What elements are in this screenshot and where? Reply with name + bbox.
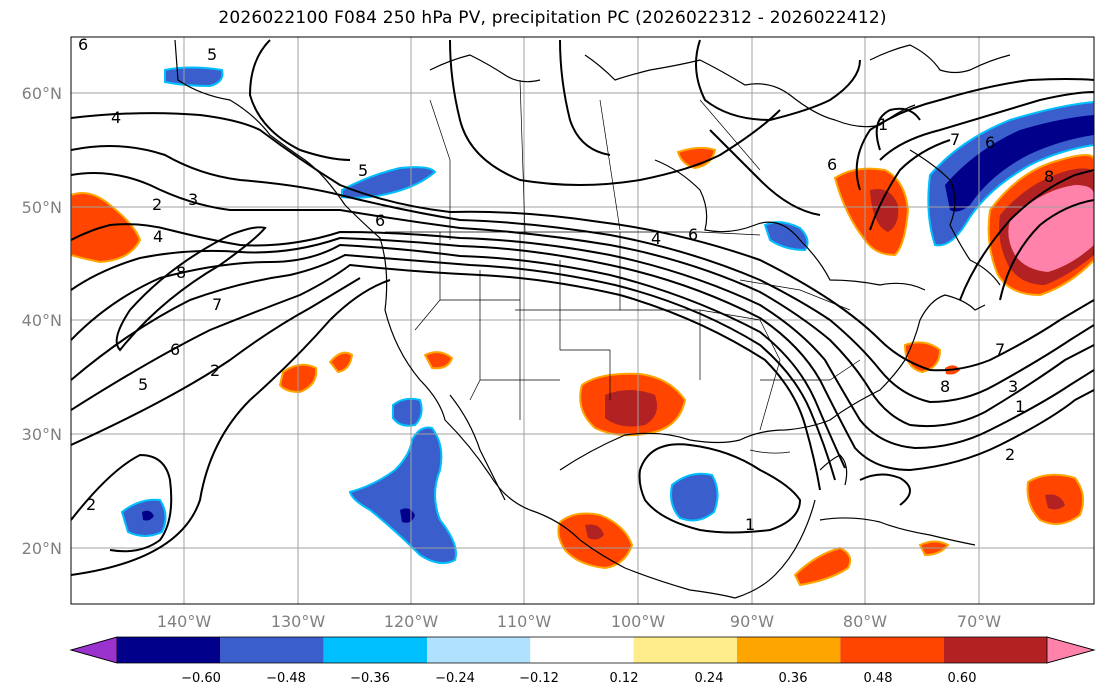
pv-label: 6 — [170, 340, 180, 359]
pv-label: 8 — [1044, 167, 1054, 186]
colorbar-extend-low — [69, 636, 118, 664]
colorbar-tick: −0.36 — [350, 671, 390, 686]
pv-label: 6 — [78, 35, 88, 54]
colorbar-tick: 0.24 — [695, 671, 724, 686]
pv-label: 4 — [153, 227, 163, 246]
lon-label-140w: 140°W — [157, 612, 212, 631]
pv-label: 6 — [985, 133, 995, 152]
political-borders — [385, 79, 861, 454]
pv-label: 4 — [111, 108, 121, 127]
pv-label: 2 — [152, 195, 162, 214]
lat-label-40n: 40°N — [22, 311, 62, 330]
colorbar-tick: 0.60 — [948, 671, 977, 686]
map-frame — [70, 36, 1095, 605]
colorbar-tick: −0.48 — [266, 671, 306, 686]
colorbar-segment — [117, 637, 221, 663]
pv-label: 6 — [827, 155, 837, 174]
pv-label: 1 — [1015, 397, 1025, 416]
lat-label-20n: 20°N — [22, 539, 62, 558]
colorbar — [69, 636, 1096, 664]
pv-label: 7 — [950, 130, 960, 149]
pv-label: 6 — [375, 211, 385, 230]
pv-label: 7 — [212, 295, 222, 314]
pv-label: 5 — [358, 161, 368, 180]
colorbar-segment — [427, 637, 531, 663]
lon-label-110w: 110°W — [497, 612, 552, 631]
lat-label-30n: 30°N — [22, 425, 62, 444]
colorbar-tick: 0.36 — [779, 671, 808, 686]
colorbar-segment — [840, 637, 944, 663]
pv-contour-labels: 6 5 4 2 3 4 8 7 6 5 2 5 6 4 6 2 1 6 7 6 … — [78, 35, 1054, 534]
lon-label-80w: 80°W — [843, 612, 887, 631]
coastlines — [174, 39, 1011, 599]
colorbar-segment — [530, 637, 634, 663]
pv-label: 5 — [207, 45, 217, 64]
colorbar-extend-high — [1046, 636, 1096, 664]
colorbar-tick: 0.48 — [864, 671, 893, 686]
map-title: 2026022100 F084 250 hPa PV, precipitatio… — [218, 8, 887, 28]
graticule — [71, 37, 1094, 604]
pv-label: 8 — [940, 377, 950, 396]
longitude-labels: 140°W 130°W 120°W 110°W 100°W 90°W 80°W … — [157, 612, 1001, 631]
lon-label-100w: 100°W — [611, 612, 666, 631]
colorbar-segment — [943, 637, 1047, 663]
pv-label: 3 — [1008, 377, 1018, 396]
colorbar-tick-labels: −0.60 −0.48 −0.36 −0.24 −0.12 0.12 0.24 … — [181, 671, 976, 686]
colorbar-tick: −0.12 — [519, 671, 559, 686]
pv-label: 3 — [188, 190, 198, 209]
colorbar-segment — [737, 637, 841, 663]
pv-label: 1 — [745, 515, 755, 534]
lat-label-50n: 50°N — [22, 198, 62, 217]
latitude-labels: 60°N 50°N 40°N 30°N 20°N — [22, 84, 62, 558]
pv-label: 8 — [176, 263, 186, 282]
colorbar-segment — [220, 637, 324, 663]
pv-label: 1 — [878, 115, 888, 134]
lon-label-130w: 130°W — [271, 612, 326, 631]
pv-label: 5 — [138, 375, 148, 394]
lon-label-70w: 70°W — [957, 612, 1001, 631]
lon-label-90w: 90°W — [730, 612, 774, 631]
colorbar-segment — [323, 637, 427, 663]
pv-label: 2 — [1005, 445, 1015, 464]
pv-contours — [71, 39, 1094, 576]
colorbar-outline — [69, 636, 1096, 664]
pv-label: 2 — [86, 495, 96, 514]
pv-label: 7 — [995, 340, 1005, 359]
colorbar-segment — [633, 637, 737, 663]
colorbar-tick: −0.24 — [435, 671, 475, 686]
colorbar-tick: 0.12 — [610, 671, 639, 686]
colorbar-tick: −0.60 — [181, 671, 221, 686]
lon-label-120w: 120°W — [384, 612, 439, 631]
lat-label-60n: 60°N — [22, 84, 62, 103]
pv-label: 2 — [210, 361, 220, 380]
pv-label: 4 — [651, 229, 661, 248]
pv-label: 6 — [688, 225, 698, 244]
